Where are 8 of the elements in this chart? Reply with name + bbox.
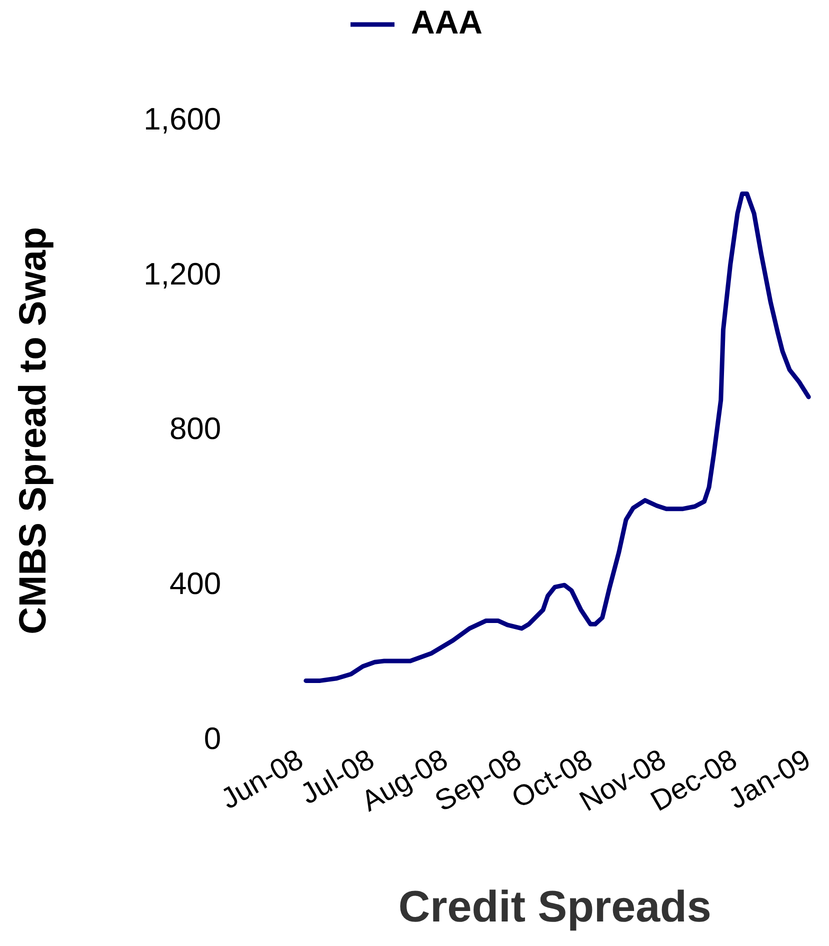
y-tick-label: 1,600 [144, 102, 222, 137]
y-tick-label: 400 [169, 566, 222, 602]
y-tick-label: 1,200 [144, 256, 222, 292]
y-axis-title: CMBS Spread to Swap [12, 226, 54, 634]
legend-label: AAA [411, 4, 483, 41]
x-axis-title: Credit Spreads [398, 882, 712, 932]
y-tick-label: 800 [169, 411, 222, 446]
y-tick-label: 0 [204, 720, 222, 756]
